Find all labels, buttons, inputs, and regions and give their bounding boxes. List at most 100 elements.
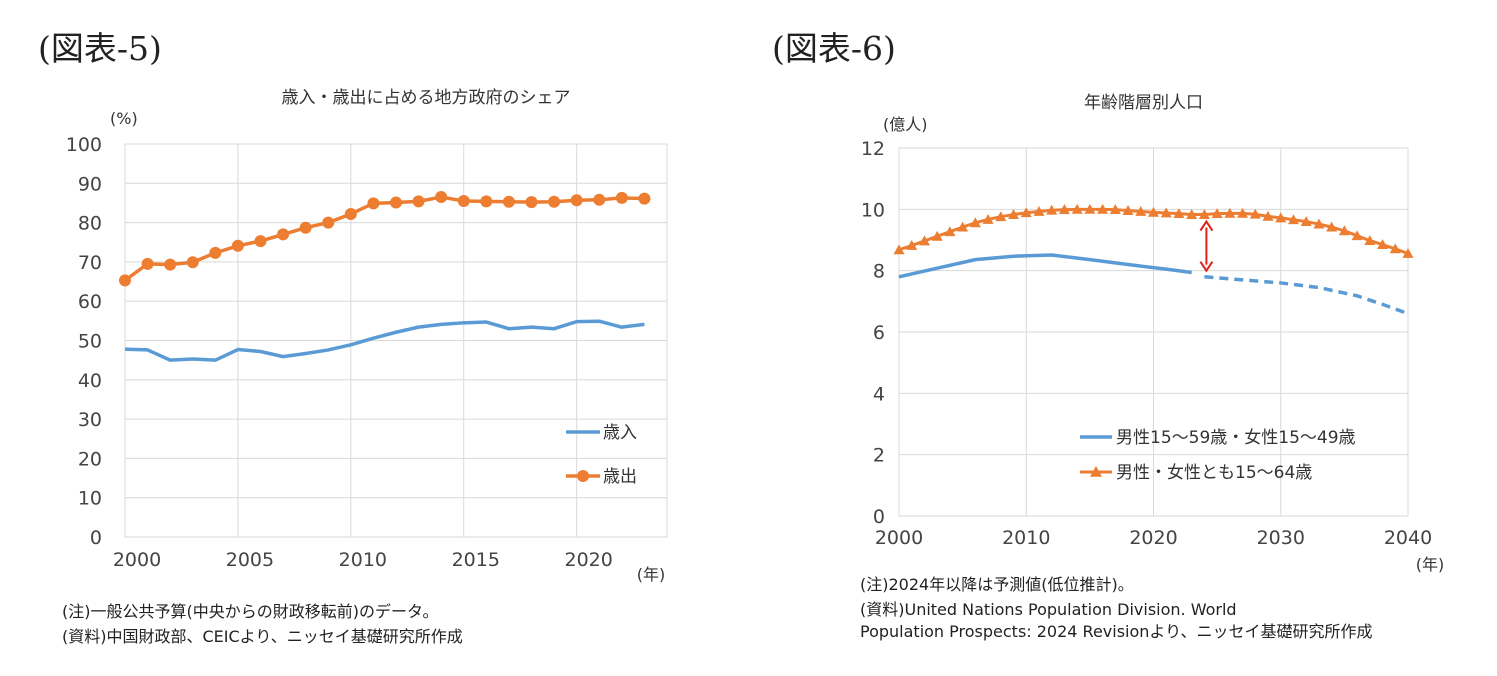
- expenditure-point: [209, 246, 222, 259]
- chart5-x-tick: 2015: [452, 549, 500, 571]
- age15-64-point: [1148, 206, 1159, 217]
- figure-6-note: (注)2024年以降は予測値(低位推計)。: [860, 575, 1134, 594]
- chart6-x-unit: (年): [1416, 555, 1445, 574]
- chart5-y-tick: 70: [78, 252, 102, 274]
- gap-arrow-head-down: [1199, 261, 1214, 273]
- expenditure-point: [502, 195, 515, 208]
- legend-age15-64-marker: [1090, 466, 1102, 477]
- expenditure-point: [141, 257, 154, 270]
- chart5-y-tick: 30: [78, 409, 102, 431]
- expenditure-point: [299, 221, 312, 234]
- age15-64-point: [957, 221, 969, 232]
- age15-64-point: [1046, 204, 1058, 215]
- legend-expenditure-label: 歳出: [603, 467, 637, 487]
- chart5-y-tick: 60: [78, 291, 102, 313]
- expenditure-point: [254, 235, 267, 248]
- age15-64-point: [944, 226, 956, 237]
- expenditure-point: [525, 196, 538, 209]
- age15-64-point: [1173, 208, 1185, 219]
- age15-64-point: [1122, 205, 1134, 215]
- age15-64-point: [1326, 221, 1338, 232]
- working-age-line-actual: [898, 253, 1192, 279]
- expenditure-point: [186, 256, 199, 269]
- figure-5-source: (資料)中国財政部、CEICより、ニッセイ基礎研究所作成: [62, 627, 463, 646]
- expenditure-point: [277, 228, 290, 241]
- chart6-x-tick: 2040: [1384, 527, 1432, 549]
- chart5-x-unit: (年): [637, 565, 666, 584]
- age15-64-point: [1135, 205, 1147, 216]
- chart6-y-tick: 8: [873, 261, 885, 283]
- chart5-y-tick: 10: [78, 488, 102, 510]
- expenditure-point: [119, 274, 131, 287]
- expenditure-point: [164, 258, 177, 271]
- age15-64-point: [1402, 247, 1414, 258]
- age15-64-point: [1364, 235, 1376, 246]
- expenditure-point: [412, 195, 425, 208]
- expenditure-point: [344, 207, 357, 220]
- chart6-y-tick: 10: [861, 199, 885, 221]
- chart6-y-tick: 6: [873, 322, 885, 344]
- age15-64-point: [982, 213, 994, 224]
- expenditure-point: [570, 194, 583, 207]
- age15-64-point: [918, 235, 930, 246]
- age15-64-point: [1389, 243, 1401, 254]
- figure-5-note: (注)一般公共予算(中央からの財政移転前)のデータ。: [62, 602, 439, 621]
- chart5-y-unit: (%): [110, 109, 138, 128]
- chart6-y-tick: 12: [861, 138, 885, 160]
- age15-64-point: [1249, 208, 1261, 219]
- legend-expenditure-marker: [577, 470, 589, 482]
- working-age-line-projected: [1204, 275, 1409, 316]
- expenditure-point: [638, 192, 651, 205]
- chart6-y-tick: 2: [873, 445, 885, 467]
- chart5-x-tick: 2010: [339, 549, 387, 571]
- expenditure-point: [548, 195, 561, 208]
- age15-64-point: [1313, 218, 1325, 229]
- age15-64-point: [1338, 225, 1350, 236]
- age15-64-point: [1008, 209, 1020, 219]
- age15-64-point: [1287, 214, 1299, 225]
- figure-6-label: (図表-6): [772, 29, 896, 68]
- expenditure-point: [322, 216, 335, 229]
- age15-64-point: [1084, 203, 1096, 214]
- chart5-y-tick: 100: [66, 134, 102, 156]
- age15-64-point: [1020, 207, 1032, 218]
- figure-5-label: (図表-5): [38, 29, 162, 68]
- chart5-x-tick: 2020: [564, 549, 612, 571]
- age15-64-point: [1198, 209, 1210, 219]
- age15-64-point: [1109, 204, 1121, 215]
- chart6-y-tick: 4: [873, 383, 885, 405]
- legend-working-age-label: 男性15～59歳・女性15～49歳: [1116, 428, 1356, 448]
- expenditure-point: [480, 195, 493, 208]
- chart5-x-tick: 2000: [113, 549, 161, 571]
- chart6-x-tick: 2020: [1129, 527, 1177, 549]
- chart-population: 年齢階層別人口 (億人) (年) 0 2 4 6 8 10 12 2000 2010 2020 2030 2…: [861, 93, 1445, 574]
- chart6-y-tick: 0: [873, 506, 885, 528]
- chart6-x-tick: 2030: [1257, 527, 1305, 549]
- age15-64-point: [969, 217, 981, 228]
- chart5-y-tick: 20: [78, 448, 102, 470]
- age15-64-point: [1033, 205, 1045, 216]
- age15-64-point: [1160, 207, 1172, 218]
- chart5-y-tick: 90: [78, 173, 102, 195]
- chart6-y-unit: (億人): [883, 115, 928, 134]
- age15-64-point: [1262, 210, 1274, 221]
- chart6-x-tick: 2010: [1002, 527, 1050, 549]
- age15-64-point: [1211, 208, 1223, 219]
- chart6-title: 年齢階層別人口: [1084, 93, 1203, 113]
- age15-64-point: [1058, 204, 1070, 215]
- age15-64-point: [995, 211, 1007, 222]
- chart5-x-tick: 2005: [226, 549, 274, 571]
- age15-64-point: [1377, 239, 1389, 249]
- age15-64-point: [1275, 212, 1287, 223]
- figure-6-source-1: (資料)United Nations Population Division. …: [860, 600, 1237, 619]
- chart5-y-tick: 50: [78, 331, 102, 353]
- chart5-y-tick: 80: [78, 213, 102, 235]
- age15-64-point: [906, 240, 918, 250]
- age15-64-point: [1186, 209, 1198, 219]
- expenditure-point: [593, 193, 606, 206]
- age15-64-point: [1224, 207, 1236, 218]
- chart6-x-tick: 2000: [875, 527, 923, 549]
- expenditure-point: [457, 194, 470, 207]
- age15-64-point: [931, 230, 943, 241]
- expenditure-point: [390, 196, 402, 209]
